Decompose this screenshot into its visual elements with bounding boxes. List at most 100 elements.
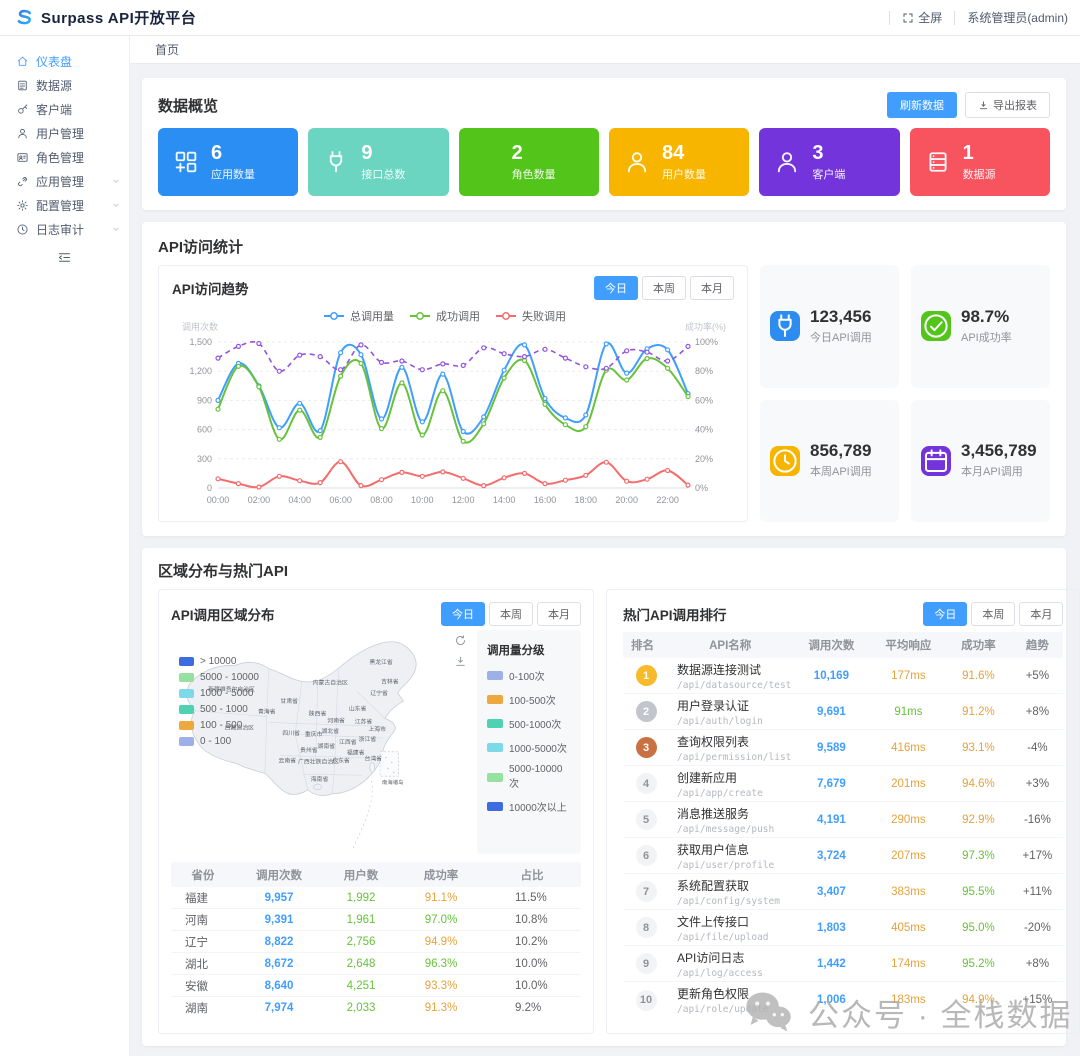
ranking-title: 热门API调用排行	[623, 608, 727, 623]
period-tab[interactable]: 本周	[642, 276, 686, 300]
breadcrumb-home[interactable]: 首页	[155, 43, 180, 57]
period-tab[interactable]: 本周	[971, 602, 1016, 626]
api-kpi-cards: 123,456 今日API调用 98.7% API成功率	[760, 265, 1050, 522]
user-menu[interactable]: 系统管理员(admin)	[967, 11, 1068, 25]
legend-item: 5000 - 10000	[179, 672, 259, 683]
legend-swatch	[487, 671, 503, 680]
sidebar-item-label: 数据源	[36, 78, 73, 93]
stat-label: 接口总数	[361, 169, 406, 181]
province-table-body: 福建 9,957 1,992 91.1% 11.5% 河南 9,391	[171, 887, 581, 1019]
user-count: 2,756	[346, 935, 376, 948]
kpi-icon	[921, 311, 951, 342]
stat-value: 2	[511, 142, 523, 164]
call-count: 1,006	[817, 994, 846, 1006]
rank-badge: 6	[635, 845, 657, 866]
api-name: 查询权限列表	[677, 734, 750, 749]
stat-card: 2 角色数量	[458, 128, 599, 196]
stat-value: 84	[661, 142, 685, 164]
avg-response: 201ms	[891, 777, 926, 790]
legend-label: 500 - 1000	[200, 704, 248, 715]
legend-swatch	[487, 743, 503, 752]
table-row: 10 更新角色权限 /api/role/update 1,006 183ms 9…	[623, 982, 1063, 1018]
legend-label: 5000-10000次	[509, 764, 563, 790]
inset-label: 南海诸岛	[382, 778, 403, 786]
success-rate: 97.0%	[424, 913, 458, 926]
app-logo: Surpass API开放平台	[14, 7, 196, 28]
sidebar-item-icon	[16, 79, 29, 92]
success-rate: 95.0%	[962, 921, 995, 934]
api-path: /api/role/update	[677, 1004, 769, 1015]
api-path: /api/log/access	[677, 967, 763, 979]
table-row: 3 查询权限列表 /api/permission/list 9,589 416m…	[623, 730, 1064, 766]
legend-label: 1000-5000次	[509, 744, 567, 755]
province-label: 福建省	[347, 749, 365, 757]
sidebar-item[interactable]: 角色管理	[0, 145, 129, 169]
refresh-icon[interactable]	[454, 634, 467, 647]
success-rate: 91.3%	[424, 1002, 458, 1014]
trend-chart-title: API访问趋势	[172, 282, 249, 297]
kpi-icon	[770, 311, 800, 342]
period-tab[interactable]: 今日	[594, 276, 638, 300]
grade-legend-item: 5000-10000次	[487, 764, 571, 790]
svg-text:12:00: 12:00	[452, 495, 475, 505]
api-name: 获取用户信息	[677, 842, 750, 857]
sidebar-item[interactable]: 日志审计	[0, 217, 129, 241]
table-row: 2 用户登录认证 /api/auth/login 9,691 91ms 91.2…	[623, 694, 1064, 730]
export-report-button[interactable]: 导出报表	[965, 92, 1050, 118]
sidebar-item[interactable]: 仪表盘	[0, 49, 129, 73]
period-tab[interactable]: 本月	[537, 602, 581, 626]
sidebar-item-label: 用户管理	[36, 126, 85, 141]
ratio: 10.0%	[515, 957, 548, 970]
stat-value: 9	[361, 142, 373, 164]
trend-value: +3%	[1025, 777, 1050, 790]
api-name: 创建新应用	[677, 770, 738, 785]
period-tab[interactable]: 本月	[690, 276, 734, 300]
sidebar-item[interactable]: 客户端	[0, 97, 129, 121]
ranking-period-tabs: 今日 本周 本月	[923, 602, 1064, 626]
grade-legend-panel: 调用量分级 0-100次	[477, 630, 581, 854]
stat-icon	[322, 148, 350, 176]
success-rate: 91.1%	[424, 891, 458, 904]
sidebar-item-label: 应用管理	[36, 174, 85, 189]
sidebar-item[interactable]: 用户管理	[0, 121, 129, 145]
kpi-value: 3,456,789	[961, 441, 1037, 461]
avg-response: 177ms	[891, 669, 926, 682]
menu-fold-icon[interactable]	[57, 250, 72, 265]
sidebar-item-icon	[16, 127, 29, 140]
period-tab[interactable]: 本周	[489, 602, 533, 626]
table-row: 7 系统配置获取 /api/config/system 3,407 383ms …	[623, 874, 1064, 910]
sidebar-item[interactable]: 配置管理	[0, 193, 129, 217]
api-path: /api/user/profile	[677, 859, 775, 871]
svg-text:06:00: 06:00	[329, 495, 352, 505]
stat-icon	[473, 148, 501, 176]
sidebar-item[interactable]: 数据源	[0, 73, 129, 97]
table-row: 6 获取用户信息 /api/user/profile 3,724 207ms 9…	[623, 838, 1064, 874]
call-count: 9,391	[264, 913, 294, 926]
stat-icon	[172, 148, 200, 176]
svg-text:成功调用: 成功调用	[436, 310, 480, 323]
download-icon[interactable]	[454, 655, 467, 668]
sidebar-item[interactable]: 应用管理	[0, 169, 129, 193]
avg-response: 174ms	[891, 957, 926, 970]
region-section-title: 区域分布与热门API	[158, 563, 289, 580]
stat-label: 角色数量	[511, 169, 556, 181]
province-label: 西藏自治区	[225, 723, 254, 731]
svg-text:0: 0	[207, 483, 212, 493]
stat-card: 3 客户端	[759, 128, 900, 196]
svg-text:08:00: 08:00	[370, 495, 393, 505]
fullscreen-button[interactable]: 全屏	[902, 9, 942, 26]
ranking-table-body: 1 数据源连接测试 /api/datasource/test 10,169 17…	[623, 658, 1064, 1018]
call-count: 1,803	[817, 921, 846, 934]
stat-icon	[773, 148, 801, 176]
period-tab[interactable]: 今日	[923, 602, 968, 626]
refresh-data-button[interactable]: 刷新数据	[887, 92, 957, 118]
svg-text:调用次数: 调用次数	[182, 321, 218, 332]
legend-label: 0-100次	[509, 672, 545, 683]
period-tab[interactable]: 本月	[1019, 602, 1064, 626]
trend-value: -4%	[1027, 741, 1048, 754]
grade-legend-item: 0-100次	[487, 668, 571, 683]
province-label: 河南省	[327, 716, 345, 724]
legend-label: 1000 - 5000	[200, 688, 254, 699]
period-tab[interactable]: 今日	[441, 602, 485, 626]
call-count: 9,589	[817, 741, 846, 754]
